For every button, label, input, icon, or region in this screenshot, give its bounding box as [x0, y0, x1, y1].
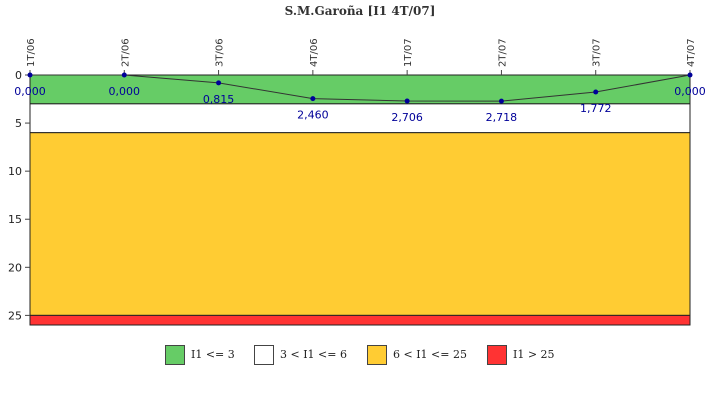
data-label: 1,772	[580, 102, 612, 115]
chart-title: S.M.Garoña [I1 4T/07]	[284, 4, 436, 18]
y-tick-label: 0	[15, 69, 22, 82]
x-tick-label: 2T/06	[120, 38, 131, 67]
data-label: 0,000	[14, 85, 46, 98]
data-point	[498, 98, 504, 104]
x-tick-label: 4T/06	[309, 38, 320, 67]
data-label: 2,460	[297, 109, 329, 122]
y-tick-label: 25	[8, 309, 22, 322]
data-label: 0,000	[674, 85, 706, 98]
data-label: 0,000	[109, 85, 141, 98]
data-point	[687, 72, 693, 78]
band-3	[29, 314, 691, 326]
x-tick-label: 1T/06	[26, 38, 37, 67]
data-label: 2,718	[486, 111, 518, 124]
data-point	[121, 72, 127, 78]
band-2	[29, 132, 691, 316]
y-tick-label: 20	[8, 261, 22, 274]
legend-label: 6 < I1 <= 25	[393, 348, 467, 361]
series-line	[30, 74, 691, 102]
x-tick-label: 2T/07	[497, 38, 508, 67]
legend-swatch	[165, 345, 185, 365]
data-point	[216, 80, 222, 86]
x-tick-label: 3T/06	[215, 38, 226, 67]
x-tick-label: 1T/07	[403, 38, 414, 67]
x-tick-label: 4T/07	[686, 38, 697, 67]
legend-label: I1 <= 3	[191, 348, 235, 361]
band-0	[29, 74, 691, 105]
data-label: 2,706	[391, 111, 423, 124]
data-point	[593, 89, 599, 95]
y-tick-label: 5	[15, 117, 22, 130]
data-point	[404, 98, 410, 104]
data-point	[310, 96, 316, 102]
legend-label: 3 < I1 <= 6	[280, 348, 347, 361]
data-point	[27, 72, 33, 78]
legend-swatch	[487, 345, 507, 365]
data-label: 0,815	[203, 93, 235, 106]
legend-label: I1 > 25	[513, 348, 555, 361]
y-tick-label: 15	[8, 213, 22, 226]
x-tick-label: 3T/07	[592, 38, 603, 67]
legend-swatch	[254, 345, 274, 365]
legend-swatch	[367, 345, 387, 365]
y-tick-label: 10	[8, 165, 22, 178]
